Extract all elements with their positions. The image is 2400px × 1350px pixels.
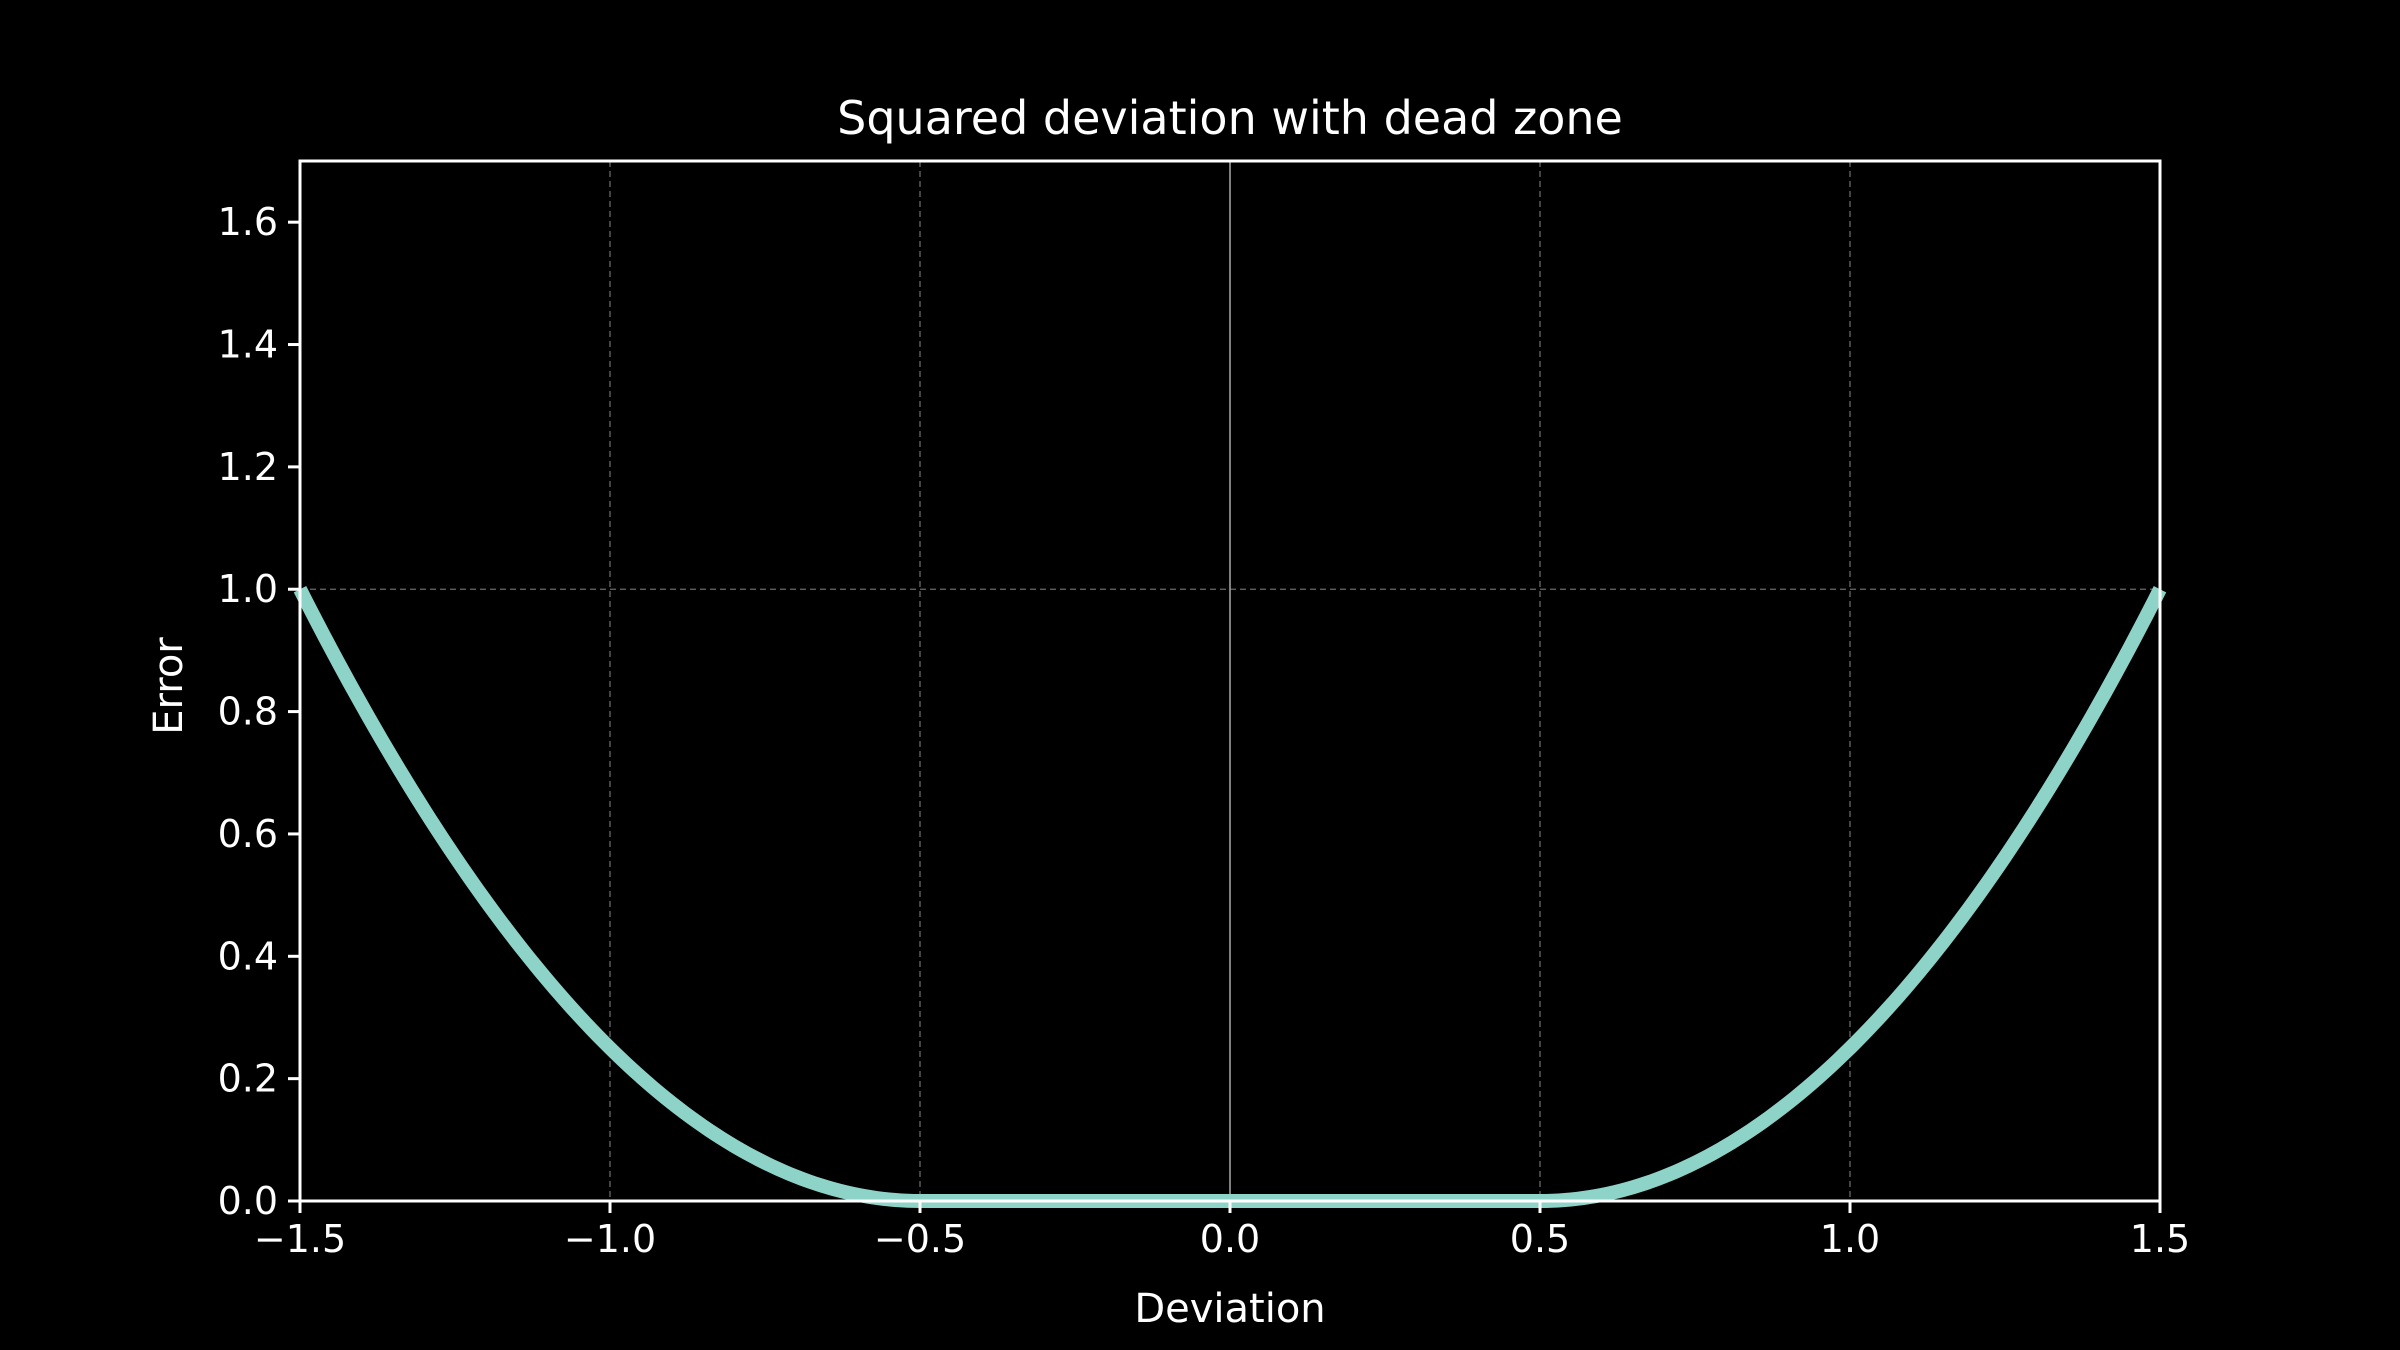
grid (300, 161, 2160, 1201)
x-axis-label: Deviation (1134, 1286, 1325, 1332)
x-tick-label: 1.0 (1820, 1217, 1880, 1261)
x-tick-label: −1.5 (254, 1217, 346, 1261)
x-tick-label: 0.5 (1510, 1217, 1570, 1261)
y-tick-label: 0.0 (218, 1179, 278, 1223)
ticks: −1.5 −1.0 −0.5 0.0 0.5 1.0 1.5 0.0 0.2 0.4 0.6 0.8 1… (218, 200, 2191, 1261)
y-tick-label: 0.2 (218, 1057, 278, 1101)
y-tick-label: 0.8 (218, 690, 278, 734)
y-tick-label: 0.6 (218, 812, 278, 856)
x-tick-label: 1.5 (2130, 1217, 2190, 1261)
y-tick-label: 1.2 (218, 445, 278, 489)
x-tick-label: −1.0 (564, 1217, 656, 1261)
y-tick-label: 1.0 (218, 567, 278, 611)
x-tick-label: 0.0 (1200, 1217, 1260, 1261)
y-tick-label: 0.4 (218, 934, 278, 978)
y-tick-label: 1.4 (218, 323, 278, 367)
y-axis-label: Error (146, 637, 192, 735)
y-tick-label: 1.6 (218, 200, 278, 244)
chart-title: Squared deviation with dead zone (837, 91, 1623, 145)
x-tick-label: −0.5 (874, 1217, 966, 1261)
